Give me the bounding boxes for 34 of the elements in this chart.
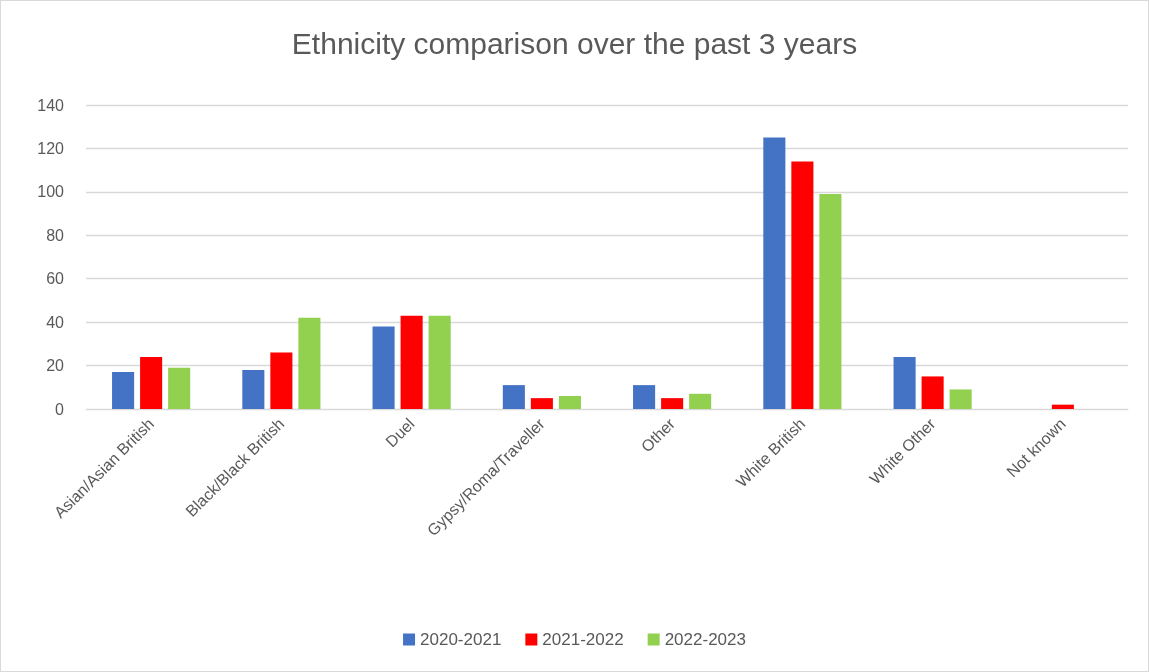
y-tick-label: 60 bbox=[46, 270, 65, 288]
bar bbox=[502, 385, 525, 409]
bar bbox=[428, 315, 451, 409]
bar bbox=[661, 398, 684, 409]
bar bbox=[270, 352, 293, 409]
bar bbox=[112, 372, 135, 409]
y-tick-label: 20 bbox=[46, 357, 65, 375]
bar bbox=[372, 326, 395, 409]
bar bbox=[921, 376, 944, 409]
bar bbox=[1051, 404, 1074, 409]
legend-label: 2022-2023 bbox=[664, 630, 746, 649]
y-tick-label: 40 bbox=[46, 313, 65, 331]
bar bbox=[791, 161, 814, 409]
bar bbox=[763, 137, 786, 409]
y-tick-label: 120 bbox=[37, 139, 65, 157]
bar bbox=[530, 398, 553, 409]
bar bbox=[633, 385, 656, 409]
bar bbox=[558, 395, 581, 409]
bar bbox=[819, 194, 842, 409]
y-tick-label: 140 bbox=[37, 96, 65, 114]
bar bbox=[140, 356, 163, 409]
y-tick-label: 80 bbox=[46, 226, 65, 244]
bar bbox=[949, 389, 972, 409]
bar bbox=[689, 393, 712, 409]
bar bbox=[168, 367, 191, 409]
legend-label: 2021-2022 bbox=[542, 630, 624, 649]
bar bbox=[242, 369, 265, 409]
bar bbox=[893, 356, 916, 409]
chart-title: Ethnicity comparison over the past 3 years bbox=[291, 26, 858, 60]
bar bbox=[298, 317, 321, 409]
legend-label: 2020-2021 bbox=[420, 630, 502, 649]
y-tick-label: 0 bbox=[55, 400, 65, 418]
bar bbox=[400, 315, 423, 409]
y-tick-label: 100 bbox=[37, 183, 65, 201]
